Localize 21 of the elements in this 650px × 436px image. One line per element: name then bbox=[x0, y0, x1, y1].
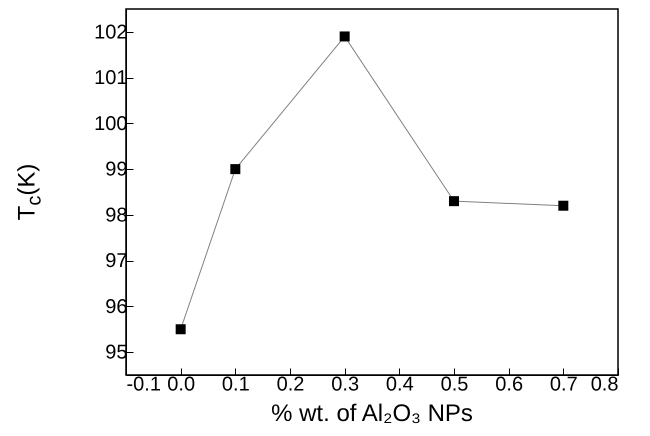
point bbox=[340, 31, 350, 42]
point bbox=[449, 196, 459, 206]
x-tick-label: 0.2 bbox=[276, 374, 304, 396]
y-tick-label: 95 bbox=[105, 342, 128, 364]
x-tick-label: 0.4 bbox=[386, 374, 414, 396]
y-tick-label: 102 bbox=[94, 21, 128, 44]
point bbox=[176, 324, 186, 334]
point bbox=[558, 200, 568, 211]
y-tick-label: 97 bbox=[105, 250, 128, 272]
y-tick-label: 101 bbox=[94, 67, 128, 90]
x-tick-label: 0.5 bbox=[440, 374, 468, 396]
x-tick-label: 0.3 bbox=[331, 374, 360, 396]
x-tick-label: 0.0 bbox=[167, 374, 196, 396]
x-tick-label: 0.8 bbox=[590, 374, 618, 396]
x-tick-label: 0.1 bbox=[222, 374, 250, 396]
x-tick-label: 0.7 bbox=[550, 374, 578, 396]
point bbox=[230, 164, 240, 174]
x-tick-label: -0.1 bbox=[126, 374, 161, 396]
x-axis-title: % wt. of Al₂O₃ NPs bbox=[270, 400, 474, 428]
x-tick-label: 0.6 bbox=[495, 374, 524, 396]
y-tick-label: 96 bbox=[105, 296, 128, 318]
